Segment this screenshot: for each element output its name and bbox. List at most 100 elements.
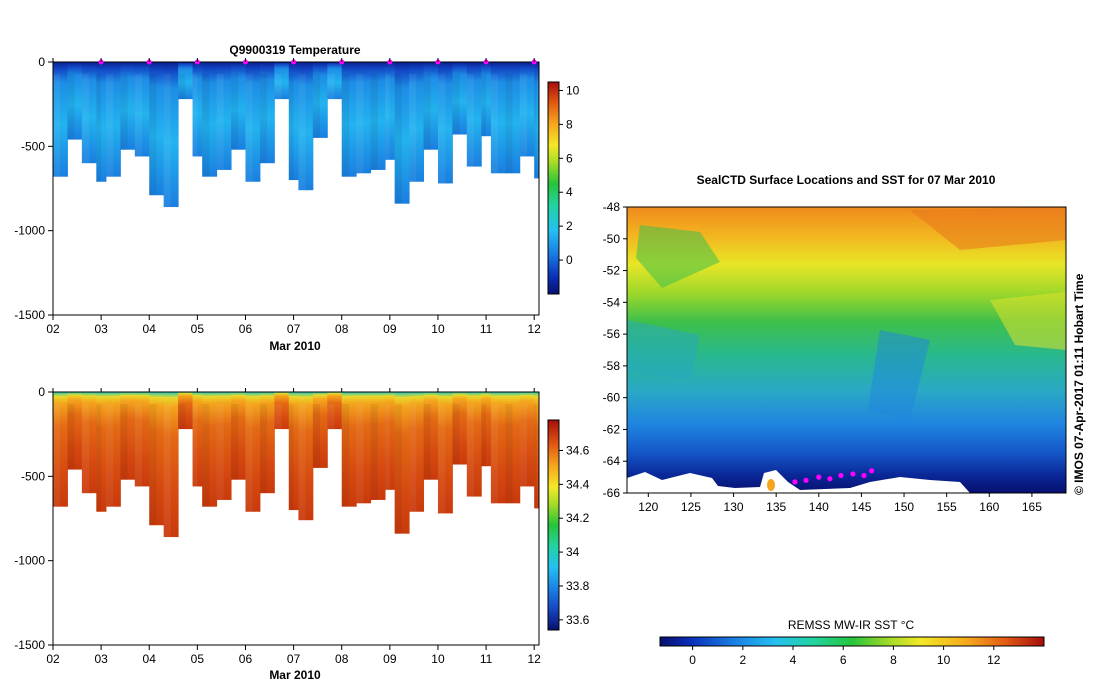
colorbar-tick-label: 34.4 (566, 477, 590, 491)
salinity-x-axis: 02 03 04 05 06 07 08 09 10 11 12 (46, 388, 541, 666)
profile-column-shade (327, 404, 335, 430)
profile-column (452, 62, 468, 135)
colorbar-tick-label: 33.8 (566, 579, 590, 593)
profile-column-shade (534, 404, 537, 509)
profile-column (519, 392, 535, 487)
seal-location (850, 471, 856, 477)
seal-track-markers (792, 468, 875, 485)
profile-column-shade (120, 74, 128, 150)
profile-column-shade (96, 404, 102, 512)
profile-column-shade (216, 74, 224, 170)
lon-tick-label: 135 (766, 500, 786, 514)
profile-column-shade (134, 404, 143, 487)
profile-column (274, 392, 290, 430)
colorbar-tick-label: 10 (566, 83, 580, 97)
sst-colorbar-tick-label: 6 (840, 653, 847, 667)
profile-column-shade (370, 74, 378, 170)
temperature-colorbar (547, 81, 560, 295)
profile-column-shade (394, 74, 402, 204)
y-tick-label: 0 (38, 55, 45, 69)
profile-column (202, 62, 218, 177)
profile-column-shade (245, 74, 253, 182)
profile-column (216, 392, 232, 500)
x-tick-label: 05 (191, 652, 205, 666)
profile-column-shade (259, 404, 268, 494)
profile-column (149, 62, 165, 196)
profile-column (81, 392, 97, 494)
profile-column (53, 392, 68, 507)
seal-location (869, 468, 875, 474)
profile-column-shade (149, 404, 157, 526)
sst-patch (868, 330, 930, 420)
lon-tick-label: 165 (1022, 500, 1042, 514)
profile-column (466, 392, 482, 497)
profile-column (163, 392, 179, 538)
x-tick-label: 08 (335, 652, 349, 666)
profile-column-shade (505, 74, 513, 174)
profile-column-shade (370, 404, 378, 500)
profile-column (490, 392, 506, 504)
profile-column (505, 392, 521, 504)
profile-column-shade (356, 404, 364, 504)
profile-column-shade (423, 404, 431, 480)
profile-column-shade (245, 404, 253, 512)
profile-column (120, 62, 136, 150)
y-tick-label: -500 (21, 469, 45, 483)
profile-column (134, 62, 150, 157)
x-tick-label: 09 (383, 322, 397, 336)
profile-column (163, 62, 179, 208)
profile-column (409, 392, 425, 512)
profile-column-shade (192, 74, 198, 157)
lon-tick-label: 125 (681, 500, 701, 514)
colorbar-tick-label: 34.2 (566, 511, 590, 525)
profile-column-shade (394, 404, 402, 534)
sst-patch (636, 225, 720, 288)
colorbar-tick-label: 8 (566, 117, 573, 131)
temperature-x-axis: 02 03 04 05 06 07 08 09 10 11 12 (46, 58, 541, 336)
profile-column-shade (105, 404, 114, 507)
profile-column (259, 392, 275, 494)
x-tick-label: 06 (239, 322, 253, 336)
profile-column-shade (534, 74, 537, 179)
profile-column-shade (178, 74, 186, 100)
sst-colorbar-tick-label: 10 (937, 653, 951, 667)
lat-tick-label: -66 (603, 486, 621, 500)
profile-column (67, 62, 83, 140)
profile-column (288, 62, 299, 181)
profile-column (178, 62, 194, 100)
sst-colorbar-label: REMSS MW-IR SST °C (788, 618, 915, 632)
sst-colorbar-tick-label: 4 (790, 653, 797, 667)
latitude-axis: -48 -50 -52 -54 -56 -58 -60 -62 -64 -66 (603, 200, 627, 500)
coastal-warm-spot (767, 479, 775, 491)
profile-column-shade (505, 404, 513, 504)
profile-column-shade (274, 404, 282, 430)
seal-location (827, 476, 833, 482)
temperature-title: Q9900319 Temperature (229, 43, 361, 57)
profile-column-shade (298, 74, 306, 191)
profile-column (341, 62, 357, 177)
salinity-x-axis-label: Mar 2010 (269, 668, 321, 682)
y-tick-label: -1000 (14, 554, 45, 568)
profile-column-shade (134, 74, 143, 157)
sst-map-panel: SealCTD Surface Locations and SST for 07… (603, 173, 1067, 667)
profile-column (81, 62, 97, 164)
profile-column (192, 392, 203, 487)
sst-colorbar-tick-label: 8 (890, 653, 897, 667)
profile-column (231, 392, 246, 480)
profile-column (288, 392, 299, 511)
x-tick-label: 04 (143, 322, 157, 336)
salinity-plot-frame (52, 391, 540, 646)
profile-column-shade (259, 74, 268, 164)
profile-column-shade (312, 74, 321, 138)
profile-column (178, 392, 194, 430)
profile-column-shade (437, 404, 446, 514)
profile-column-shade (341, 74, 349, 177)
sst-patch (910, 207, 1066, 250)
profile-column-shade (274, 74, 282, 100)
lat-tick-label: -54 (603, 295, 621, 309)
profile-column-shade (423, 74, 431, 150)
profile-column-shade (120, 404, 128, 480)
seal-location (792, 479, 798, 485)
profile-column (312, 392, 328, 468)
